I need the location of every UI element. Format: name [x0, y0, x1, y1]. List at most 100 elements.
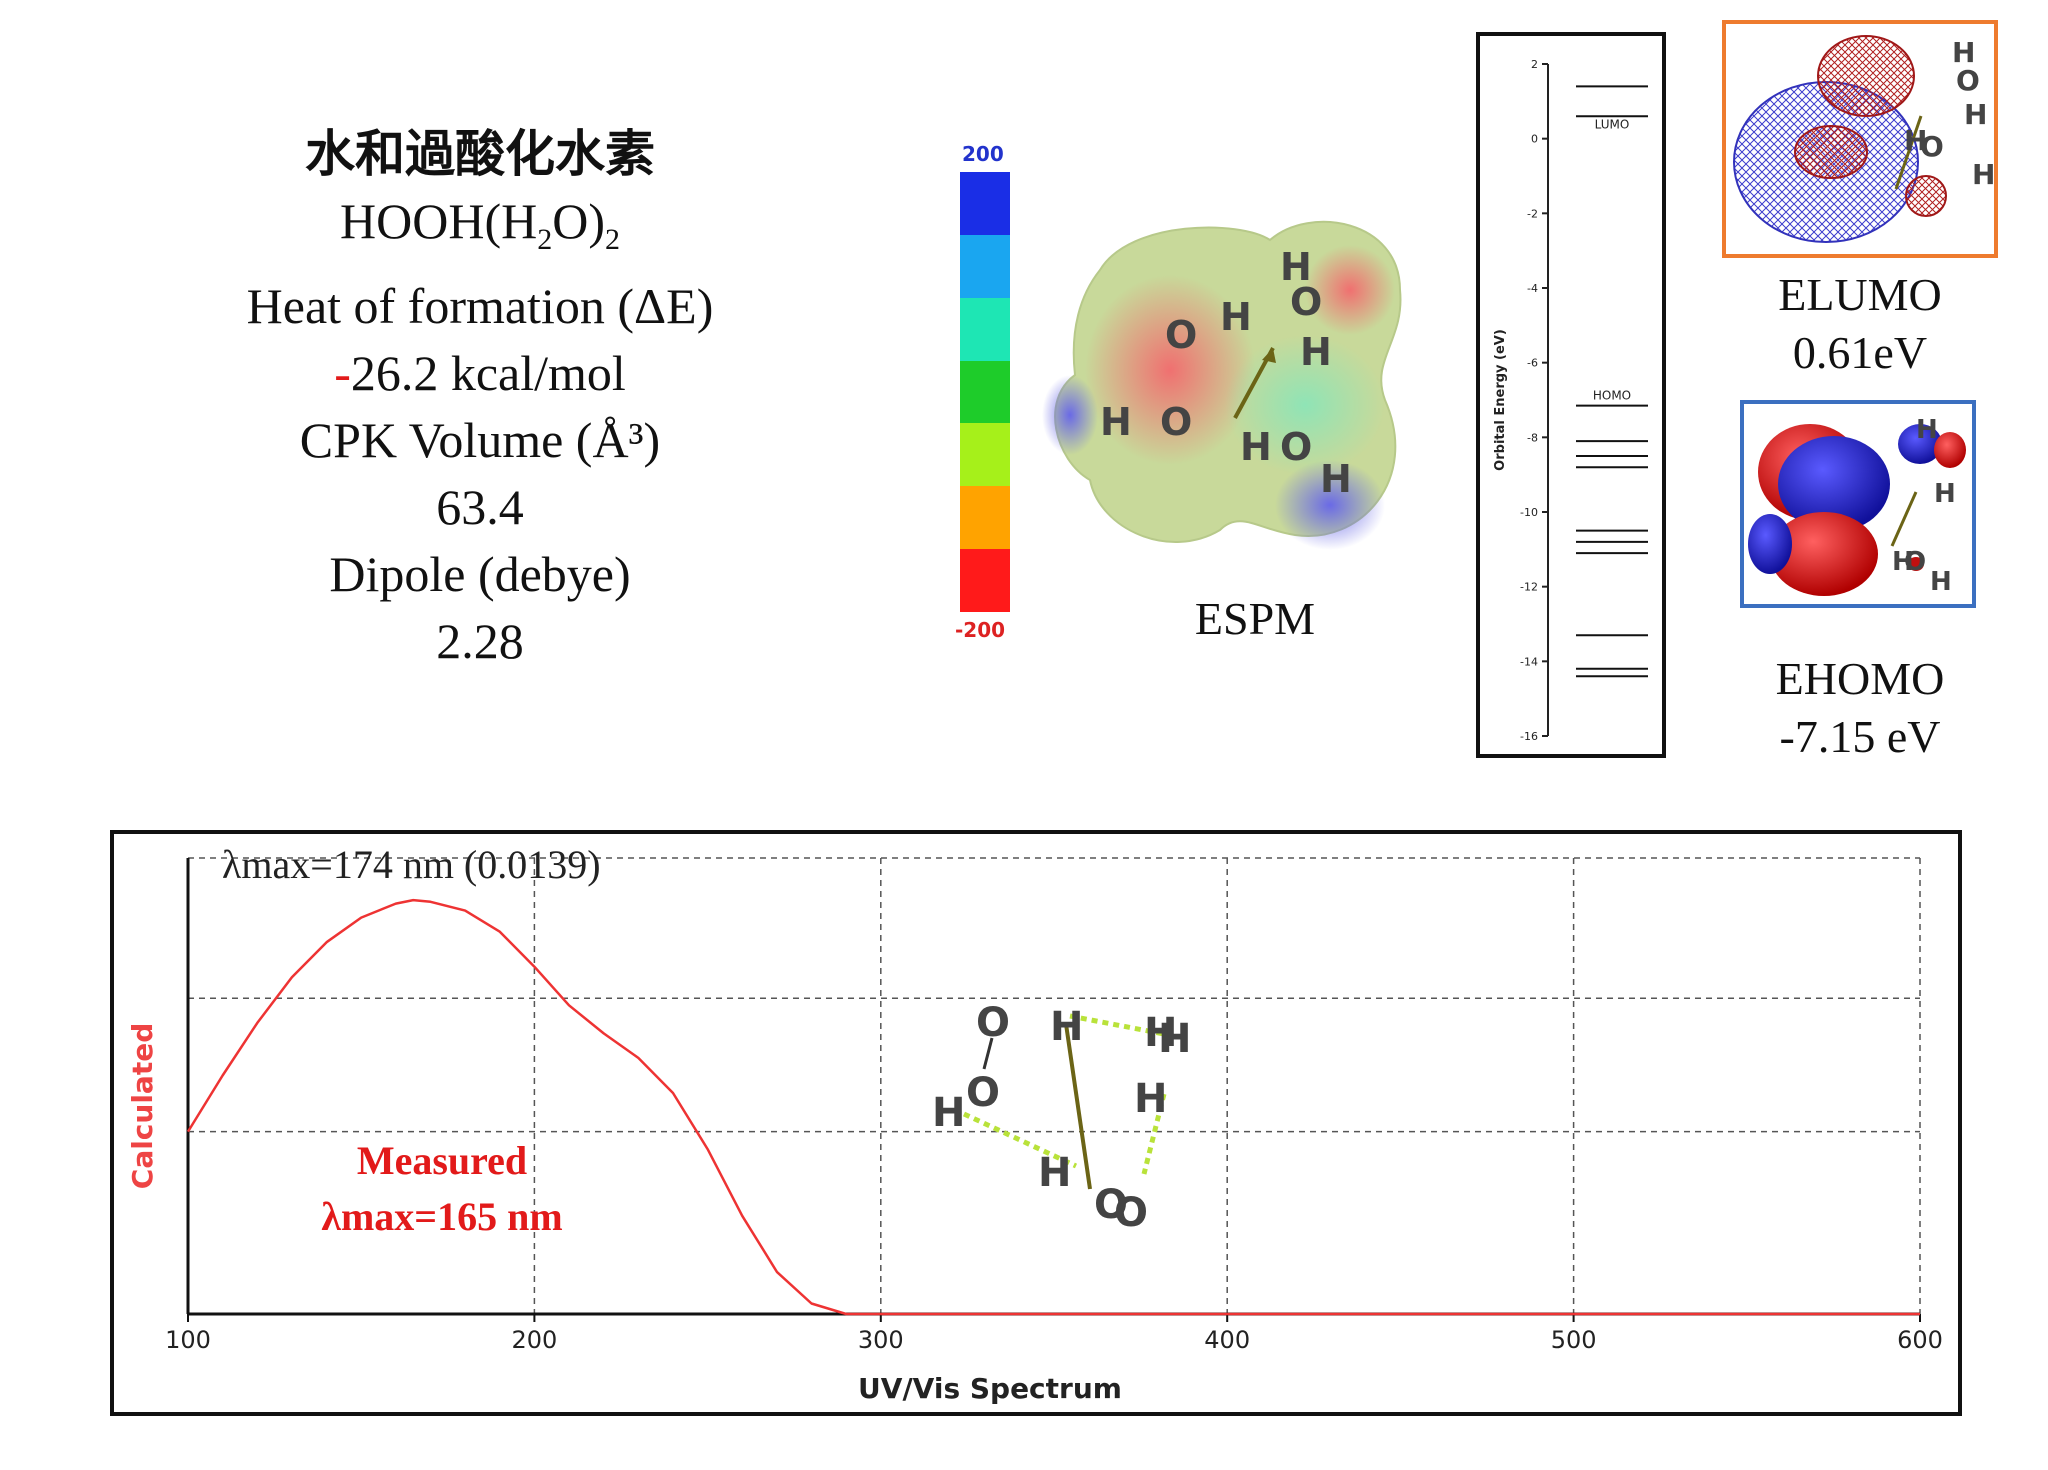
atom-label: O [976, 1000, 1010, 1046]
atom-label: H [1220, 295, 1252, 339]
orbital-energy-diagram-frame [1476, 32, 1666, 758]
orbital-tick-label: -2 [1527, 207, 1538, 220]
atom-label: H [1320, 457, 1352, 501]
ehomo-dipole-arrow [1890, 491, 1918, 547]
atom-label: H [1144, 1010, 1177, 1056]
orbital-tick-label: -6 [1527, 357, 1538, 370]
atom-label: H [1300, 330, 1332, 374]
spectrum-dipole-arrow [1064, 1023, 1092, 1190]
formula-sub1: 2 [537, 223, 553, 256]
x-tick-label: 400 [1204, 1326, 1250, 1354]
formula-mid: O) [552, 193, 605, 249]
colorbar-band [960, 297, 1010, 361]
atom-label: H [1158, 1016, 1191, 1062]
volume-value: 63.4 [436, 479, 524, 535]
atom-label: O [1290, 280, 1322, 324]
orbital-tick-label: -10 [1520, 506, 1538, 519]
atom-label: O [1280, 425, 1312, 469]
espm-caption: ESPM [1194, 593, 1316, 644]
atom-label: H [932, 1090, 965, 1136]
ehomo-caption: EHOMO [1775, 653, 1945, 704]
espm-red-region [1085, 275, 1255, 465]
atom-label: H [1280, 245, 1312, 289]
colorbar-max-label: 200 [962, 142, 1004, 166]
homo-label: HOMO [1593, 389, 1631, 403]
volume-label: CPK Volume (Å³) [299, 412, 661, 468]
heat-value: 26.2 kcal/mol [350, 345, 626, 401]
atom-label: H [1972, 158, 1994, 191]
espm-red-region-small [1305, 245, 1395, 335]
ehomo-value: -7.15 eV [1779, 711, 1941, 762]
hydrogen-bond [1069, 1013, 1165, 1037]
formula: HOOH(H2O)2 [140, 188, 820, 273]
elumo-value: 0.61eV [1792, 327, 1928, 378]
orbital-tick-label: -14 [1520, 655, 1538, 668]
atom-label: H [1100, 400, 1132, 444]
atom-label: H [1934, 479, 1956, 509]
elumo-dipole-arrow [1894, 115, 1923, 190]
elumo-red-lobe-top [1817, 35, 1915, 117]
x-tick-label: 500 [1551, 1326, 1597, 1354]
espm-green-region [1225, 335, 1385, 475]
atom-label: H [1904, 124, 1927, 157]
ehomo-blue-lobe-center [1778, 436, 1890, 532]
atom-label: H [1892, 547, 1914, 577]
spectrum-frame [110, 830, 1962, 1416]
measured-label: Measured [357, 1138, 527, 1183]
ehomo-red-lobe-small [1934, 432, 1966, 468]
orbital-axis-label: Orbital Energy (eV) [1493, 329, 1508, 471]
properties-panel: 水和過酸化水素 HOOH(H2O)2 Heat of formation (ΔE… [140, 120, 820, 675]
atom-label: H [1930, 567, 1952, 597]
heat-value-line: -26.2 kcal/mol [140, 340, 820, 407]
x-tick-label: 600 [1897, 1326, 1943, 1354]
x-tick-label: 200 [511, 1326, 557, 1354]
spectrum-line [186, 898, 1920, 1316]
espm-blue-region [1275, 460, 1385, 550]
x-tick-label: 100 [165, 1326, 211, 1354]
hydrogen-bond [1141, 1093, 1167, 1175]
dipole-label: Dipole (debye) [329, 546, 631, 602]
formula-main: HOOH(H [340, 193, 538, 249]
atom-label: H [1964, 98, 1987, 131]
heat-sign: - [334, 345, 351, 401]
atom-label: O [1956, 64, 1980, 97]
orbital-energy-diagram: 2 0 -2 -4 -6 -8 -10 -12 -14 -16 Orbital Energy (eV… [1493, 58, 1648, 743]
lambda-max-annotation: λmax=174 nm (0.0139) [222, 842, 601, 887]
ehomo-blue-lobe-small [1898, 424, 1942, 464]
ehomo-image-box [1740, 400, 1976, 608]
atom-label: H [1952, 36, 1975, 69]
atom-label: H [1038, 1150, 1071, 1196]
atom-label: O [1094, 1182, 1128, 1228]
colorbar-band [960, 423, 1010, 487]
elumo-image-box [1722, 20, 1998, 258]
atom-label: H [1050, 1004, 1083, 1050]
espm-blue-region-left [1042, 375, 1098, 455]
colorbar-band [960, 486, 1010, 550]
colorbar [960, 172, 1010, 613]
atom-label: O [1920, 130, 1944, 163]
atom-label: H [1916, 415, 1938, 445]
orbital-tick-label: 2 [1531, 58, 1538, 71]
ehomo-blue-lobe-bottom [1748, 514, 1792, 574]
atom-label: O [1904, 547, 1926, 577]
atom-label: O [1160, 400, 1192, 444]
y-axis-label: Calculated [126, 1023, 159, 1189]
orbital-tick-label: -12 [1520, 581, 1538, 594]
atom-label: O [966, 1070, 1000, 1116]
bond [982, 1037, 994, 1070]
dipole-arrowhead [1262, 348, 1276, 363]
elumo-red-lobe-right [1905, 175, 1947, 217]
uv-vis-spectrum-chart: 100 200 300 400 500 600 UV/Vis Spectrum Calcula… [126, 842, 1943, 1405]
lumo-label: LUMO [1595, 117, 1630, 131]
orbital-tick-label: -8 [1527, 431, 1538, 444]
measured-value: λmax=165 nm [321, 1194, 562, 1239]
hydrogen-bond [962, 1111, 1078, 1169]
formula-sub2: 2 [604, 223, 620, 256]
atom-label: O [1165, 313, 1197, 357]
